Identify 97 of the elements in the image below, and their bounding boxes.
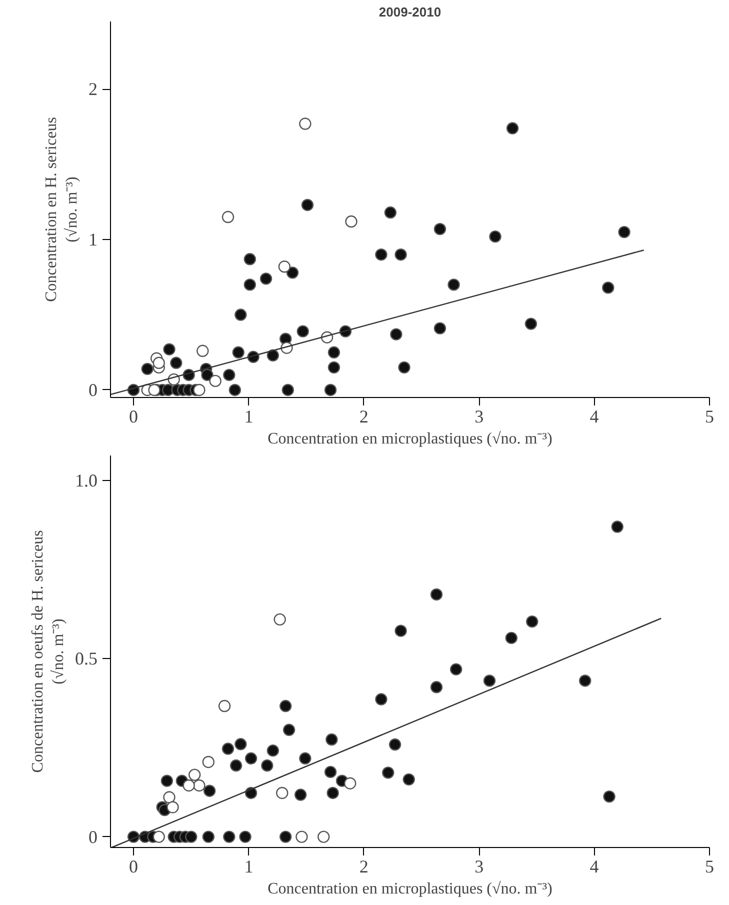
point (294, 788, 307, 801)
point (505, 632, 518, 644)
point (345, 215, 358, 228)
point (266, 744, 280, 757)
point (402, 773, 415, 786)
point (483, 674, 496, 687)
x-tick-label: 2 (359, 856, 368, 876)
point (244, 253, 256, 266)
point (384, 206, 397, 219)
point (324, 766, 337, 778)
point (230, 759, 242, 772)
point (223, 368, 236, 382)
y-tick-label: 0 (88, 826, 98, 847)
point (602, 282, 614, 294)
point (160, 774, 174, 787)
point (388, 738, 402, 751)
x-tick-label: 3 (474, 406, 484, 426)
chart-title: 2009-2010 (378, 4, 442, 20)
point (296, 325, 309, 338)
point (232, 346, 244, 358)
x-tick-label: 4 (590, 406, 599, 426)
point (239, 830, 252, 843)
point (244, 752, 258, 764)
point (506, 122, 519, 134)
point (266, 349, 280, 362)
point (603, 790, 616, 803)
point (448, 278, 460, 291)
point (489, 230, 502, 243)
x-tick-label: 5 (705, 856, 714, 876)
point (244, 278, 256, 291)
point (166, 801, 179, 814)
point (234, 308, 247, 321)
point (611, 520, 624, 533)
point (394, 624, 407, 637)
x-tick-label: 1 (244, 856, 254, 876)
point (203, 784, 216, 797)
point (394, 248, 407, 261)
point (301, 198, 314, 212)
point (578, 674, 592, 687)
y-tick-label: 2 (88, 79, 98, 100)
point (163, 343, 176, 356)
point (141, 362, 154, 376)
point (434, 322, 446, 334)
y-tick-label: 0.5 (75, 648, 98, 669)
x-tick-label: 0 (129, 406, 138, 426)
point (182, 779, 195, 792)
point (222, 742, 234, 755)
point (193, 384, 206, 396)
point (260, 272, 272, 285)
point (450, 663, 462, 676)
point (279, 830, 292, 843)
x-tick-label: 0 (129, 856, 138, 876)
point (286, 266, 299, 279)
point (201, 368, 214, 382)
x-tick-label: 5 (705, 406, 714, 426)
point (382, 766, 394, 779)
y-tick-label: 1.0 (75, 470, 98, 490)
point (223, 830, 236, 843)
x-axis-title: Concentration en microplastiques (√no. m⁻³) (268, 430, 552, 448)
point (279, 700, 292, 712)
point (618, 226, 630, 238)
point (375, 693, 388, 706)
point (152, 356, 165, 369)
point (185, 830, 198, 843)
point (430, 588, 443, 601)
point (261, 759, 274, 772)
point (152, 830, 165, 843)
point (526, 615, 538, 628)
y-tick-label: 0 (88, 380, 98, 400)
x-tick-label: 3 (474, 856, 484, 876)
point (328, 361, 340, 374)
point (170, 356, 182, 369)
point (326, 786, 339, 800)
point (202, 830, 215, 843)
x-axis-title: Concentration en microplastiques (√no. m⁻³) (268, 880, 552, 898)
y-axis-title: Concentration en H. sericeus (√no. m⁻³) (43, 117, 80, 302)
point (282, 384, 294, 396)
point (390, 328, 402, 340)
point (430, 681, 443, 694)
point (344, 777, 356, 790)
point (299, 752, 312, 764)
x-tick-label: 1 (244, 406, 254, 426)
point (148, 384, 160, 396)
point (524, 318, 538, 330)
x-tick-label: 2 (359, 406, 368, 426)
point (282, 724, 296, 736)
point (328, 346, 340, 358)
x-tick-label: 4 (590, 856, 599, 876)
y-axis-title: Concentration en oeufs de H. sericeus (√no. m⁻³) (30, 530, 67, 773)
point (228, 384, 242, 396)
y-tick-label: 1 (88, 230, 98, 250)
point (434, 222, 446, 236)
point (398, 361, 410, 374)
point (375, 248, 388, 261)
point (326, 733, 338, 746)
point (234, 738, 247, 750)
point (324, 384, 337, 396)
